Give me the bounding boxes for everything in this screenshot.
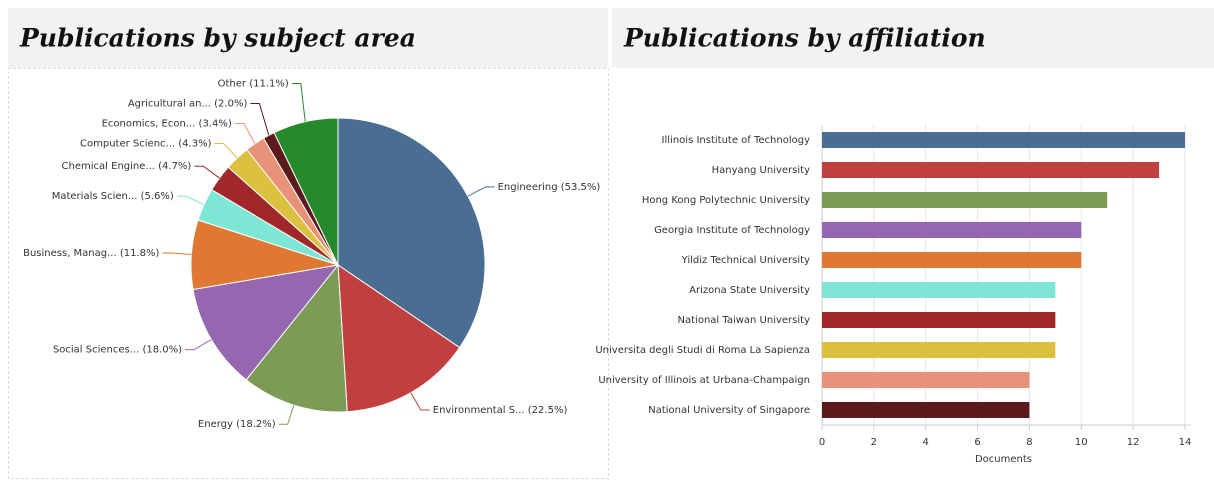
slice-name: Energy: [198, 419, 233, 430]
slice-name: Computer Scienc...: [80, 138, 175, 149]
leader-line: [185, 339, 212, 351]
slice-value: (3.4%): [199, 118, 232, 129]
leader-line: [250, 102, 270, 136]
y-tick-label: Yildiz Technical University: [681, 255, 810, 266]
bar: [822, 132, 1185, 148]
slice-name: Chemical Engine...: [62, 161, 155, 172]
y-tick-label: Universita degli Studi di Roma La Sapien…: [595, 345, 810, 356]
slice-value: (53.5%): [561, 182, 601, 193]
slice-value: (5.6%): [141, 191, 174, 202]
slice-value: (22.5%): [528, 405, 568, 416]
slice-label: Business, Manag... (11.8%): [23, 248, 159, 259]
slice-value: (4.3%): [178, 138, 211, 149]
bar: [822, 282, 1056, 298]
panel-border: [8, 68, 609, 479]
chart-title: Publications by subject area: [19, 24, 416, 53]
bar: [822, 312, 1056, 328]
slice-label: Chemical Engine... (4.7%): [62, 161, 192, 172]
bar: [822, 342, 1056, 358]
slice-label: Computer Scienc... (4.3%): [80, 138, 212, 149]
x-tick-label: 2: [871, 437, 877, 448]
header-bg: [8, 8, 608, 68]
bar: [822, 372, 1030, 388]
slice-value: (18.2%): [236, 419, 276, 430]
pie-slice: [337, 264, 461, 413]
slice-label: Energy (18.2%): [198, 419, 276, 430]
y-tick-label: Illinois Institute of Technology: [662, 135, 811, 146]
x-tick-label: 6: [974, 437, 980, 448]
slice-value: (11.1%): [249, 78, 289, 89]
slice-name: Social Sciences...: [53, 345, 139, 356]
slice-label: Social Sciences... (18.0%): [53, 345, 182, 356]
slice-name: Other: [218, 78, 247, 89]
y-tick-label: National Taiwan University: [678, 315, 811, 326]
x-tick-label: 12: [1127, 437, 1140, 448]
slice-label: Economics, Econ... (3.4%): [102, 118, 232, 129]
x-tick-label: 14: [1179, 437, 1192, 448]
slice-label: Environmental S... (22.5%): [433, 405, 568, 416]
bar: [822, 252, 1082, 268]
bar: [822, 402, 1030, 418]
slice-label: Agricultural an... (2.0%): [128, 98, 248, 109]
slice-value: (2.0%): [214, 98, 247, 109]
slice-name: Materials Scien...: [52, 191, 138, 202]
leader-line: [410, 392, 430, 411]
y-tick-label: National University of Singapore: [648, 405, 810, 416]
pie-slice: [245, 263, 348, 413]
slice-value: (18.0%): [142, 345, 182, 356]
slice-name: Business, Manag...: [23, 248, 117, 259]
x-tick-label: 0: [819, 437, 825, 448]
slice-value: (4.7%): [158, 161, 191, 172]
chart-title: Publications by affiliation: [623, 24, 986, 53]
x-tick-label: 4: [923, 437, 929, 448]
y-tick-label: Georgia Institute of Technology: [654, 225, 810, 236]
leader-line: [214, 142, 238, 159]
slice-name: Environmental S...: [433, 405, 525, 416]
pie-slice: [192, 264, 340, 381]
y-tick-label: University of Illinois at Urbana-Champai…: [598, 375, 810, 386]
slice-value: (11.8%): [120, 248, 160, 259]
pie-slice: [273, 117, 339, 266]
slice-name: Agricultural an...: [128, 98, 211, 109]
leader-line: [291, 82, 306, 122]
leader-line: [234, 122, 256, 144]
leader-line: [278, 405, 295, 425]
y-tick-label: Arizona State University: [689, 285, 810, 296]
y-tick-label: Hanyang University: [712, 165, 810, 176]
leader-line: [176, 195, 205, 205]
x-axis-label: Documents: [975, 454, 1032, 465]
header-bg: [612, 8, 1214, 68]
bar: [822, 162, 1160, 178]
slice-name: Economics, Econ...: [102, 118, 196, 129]
leader-line: [162, 252, 192, 255]
slice-label: Other (11.1%): [218, 78, 289, 89]
slice-label: Materials Scien... (5.6%): [52, 191, 174, 202]
x-tick-label: 10: [1075, 437, 1088, 448]
bar: [822, 222, 1082, 238]
slice-name: Engineering: [498, 182, 558, 193]
y-tick-label: Hong Kong Polytechnic University: [642, 195, 810, 206]
slice-label: Engineering (53.5%): [498, 182, 601, 193]
x-tick-label: 8: [1026, 437, 1032, 448]
bar: [822, 192, 1108, 208]
leader-line: [194, 165, 220, 179]
leader-line: [467, 186, 495, 197]
